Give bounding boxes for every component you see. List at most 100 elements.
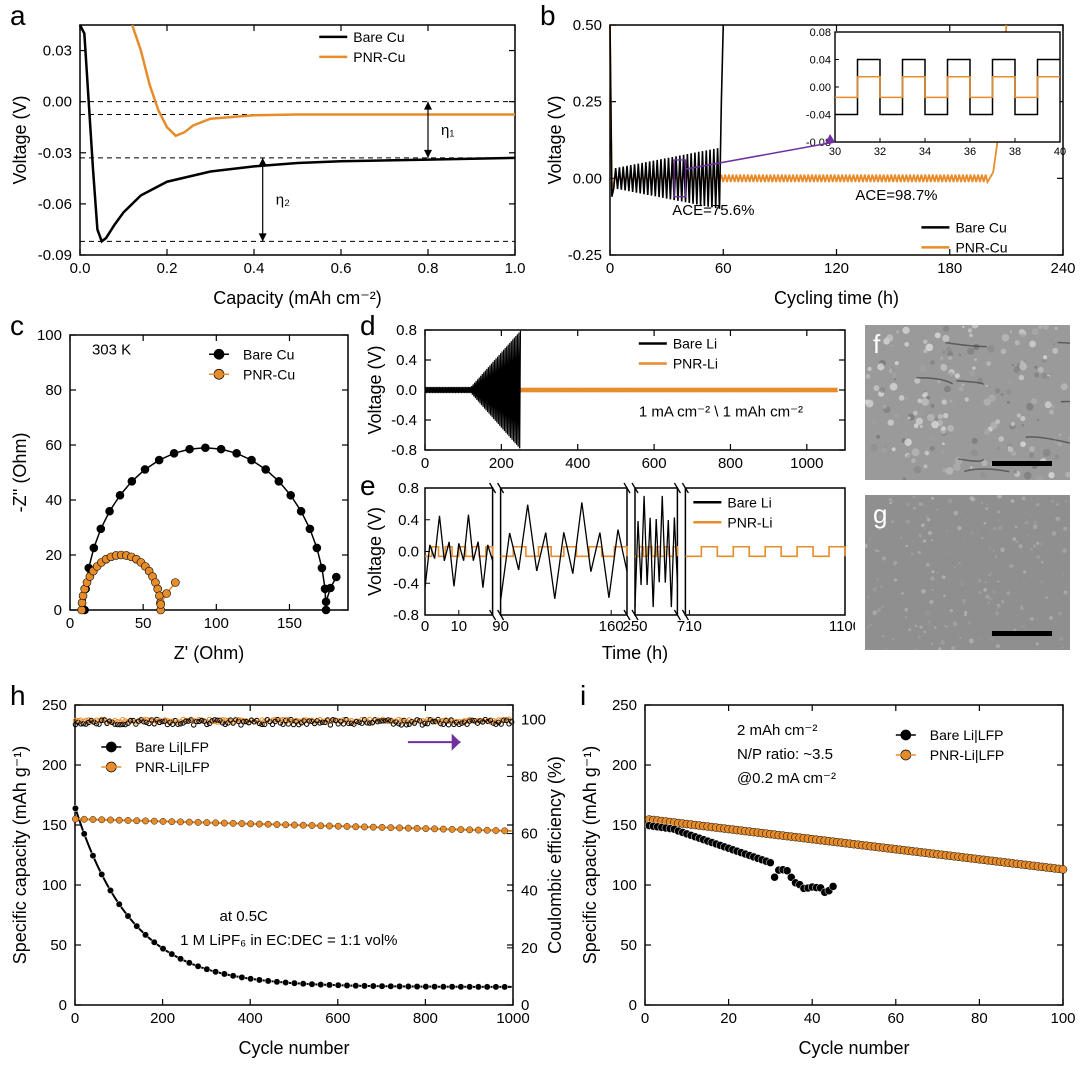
- svg-text:20: 20: [720, 1010, 737, 1027]
- panel-d: 02004006008001000-0.8-0.40.00.40.8Voltag…: [365, 320, 855, 480]
- svg-text:160: 160: [599, 618, 624, 635]
- svg-text:PNR-Li|LFP: PNR-Li|LFP: [135, 759, 209, 775]
- svg-text:1100: 1100: [829, 618, 855, 635]
- svg-text:0: 0: [606, 260, 614, 277]
- svg-text:40: 40: [521, 883, 538, 900]
- svg-text:-0.09: -0.09: [38, 247, 72, 264]
- svg-text:150: 150: [612, 817, 637, 834]
- svg-text:0.0: 0.0: [398, 544, 419, 561]
- svg-text:400: 400: [565, 455, 590, 472]
- label-h: h: [10, 680, 26, 712]
- svg-text:Cycle number: Cycle number: [798, 1038, 909, 1058]
- svg-text:-0.4: -0.4: [391, 412, 417, 429]
- label-d: d: [360, 310, 376, 342]
- svg-text:Z' (Ohm): Z' (Ohm): [174, 643, 244, 663]
- svg-text:Bare Li: Bare Li: [673, 336, 717, 352]
- svg-text:200: 200: [489, 455, 514, 472]
- svg-text:100: 100: [612, 877, 637, 894]
- svg-text:0.50: 0.50: [573, 17, 602, 34]
- svg-text:1.0: 1.0: [505, 260, 526, 277]
- svg-text:0.08: 0.08: [810, 27, 831, 39]
- svg-text:0: 0: [59, 997, 67, 1014]
- svg-text:η₂: η₂: [276, 192, 290, 209]
- svg-text:0.0: 0.0: [396, 382, 417, 399]
- svg-text:0.8: 0.8: [418, 260, 439, 277]
- svg-text:-0.06: -0.06: [38, 196, 72, 213]
- svg-text:Voltage (V): Voltage (V): [10, 95, 30, 184]
- svg-text:50: 50: [135, 615, 152, 632]
- label-i: i: [580, 680, 586, 712]
- svg-text:50: 50: [50, 937, 67, 954]
- svg-text:PNR-Li: PNR-Li: [727, 514, 772, 530]
- label-c: c: [10, 310, 24, 342]
- svg-text:180: 180: [937, 260, 962, 277]
- svg-text:1 mA cm⁻² \ 1 mAh cm⁻²: 1 mA cm⁻² \ 1 mAh cm⁻²: [639, 403, 803, 420]
- svg-text:20: 20: [521, 940, 538, 957]
- panel-h: 02004006008001000050100150200250Cycle nu…: [10, 690, 575, 1060]
- label-a: a: [10, 0, 26, 32]
- panel-e: 010901602507101100-0.8-0.40.00.40.8Time …: [365, 480, 855, 665]
- svg-text:Time (h): Time (h): [602, 643, 668, 663]
- svg-text:40: 40: [1054, 146, 1066, 158]
- label-f: f: [873, 329, 880, 360]
- svg-text:0: 0: [71, 1010, 79, 1027]
- svg-text:80: 80: [45, 382, 62, 399]
- svg-text:η₁: η₁: [441, 122, 454, 139]
- svg-text:32: 32: [874, 146, 886, 158]
- svg-text:120: 120: [824, 260, 849, 277]
- svg-text:2 mAh cm⁻²: 2 mAh cm⁻²: [737, 722, 817, 739]
- svg-text:90: 90: [492, 618, 509, 635]
- svg-text:ACE=98.7%: ACE=98.7%: [855, 187, 937, 204]
- svg-text:100: 100: [42, 877, 67, 894]
- label-g: g: [873, 499, 887, 530]
- svg-text:800: 800: [718, 455, 743, 472]
- panel-a: 0.00.20.40.60.81.0-0.09-0.06-0.030.000.0…: [10, 10, 530, 310]
- svg-text:100: 100: [521, 711, 546, 728]
- svg-text:-0.8: -0.8: [391, 442, 417, 459]
- svg-text:60: 60: [887, 1010, 904, 1027]
- svg-text:38: 38: [1009, 146, 1021, 158]
- svg-text:60: 60: [715, 260, 732, 277]
- svg-text:Specific capacity (mAh g⁻¹): Specific capacity (mAh g⁻¹): [10, 746, 30, 965]
- svg-text:-0.25: -0.25: [568, 247, 602, 264]
- svg-text:0.8: 0.8: [398, 480, 419, 497]
- svg-text:36: 36: [964, 146, 976, 158]
- svg-text:0.03: 0.03: [43, 43, 72, 60]
- svg-text:Cycle number: Cycle number: [238, 1038, 349, 1058]
- svg-text:Bare Li|LFP: Bare Li|LFP: [135, 739, 209, 755]
- svg-text:0.25: 0.25: [573, 94, 602, 111]
- svg-text:100: 100: [37, 327, 62, 344]
- svg-text:Cycling time (h): Cycling time (h): [774, 288, 899, 308]
- svg-text:50: 50: [620, 937, 637, 954]
- svg-text:200: 200: [42, 757, 67, 774]
- svg-text:PNR-Cu: PNR-Cu: [353, 49, 405, 65]
- svg-text:0: 0: [66, 615, 74, 632]
- svg-text:0.2: 0.2: [157, 260, 178, 277]
- svg-text:40: 40: [45, 492, 62, 509]
- svg-text:800: 800: [413, 1010, 438, 1027]
- panel-b: 0 60 120 180 240 -0.25 0.00 0.25 0.50 Cycling tim…: [545, 10, 1075, 310]
- svg-text:Coulombic efficiency (%): Coulombic efficiency (%): [545, 756, 565, 954]
- svg-text:Bare Cu: Bare Cu: [243, 346, 294, 362]
- svg-text:Bare Cu: Bare Cu: [955, 219, 1006, 235]
- svg-text:240: 240: [1050, 260, 1075, 277]
- svg-text:0: 0: [521, 997, 529, 1014]
- svg-text:600: 600: [325, 1010, 350, 1027]
- label-e: e: [360, 470, 376, 502]
- svg-text:0.4: 0.4: [396, 352, 417, 369]
- svg-text:Bare Cu: Bare Cu: [353, 29, 404, 45]
- svg-text:0.00: 0.00: [810, 82, 831, 94]
- svg-text:0: 0: [641, 1010, 649, 1027]
- svg-text:-0.4: -0.4: [393, 575, 419, 592]
- svg-text:Specific capacity (mAh g⁻¹): Specific capacity (mAh g⁻¹): [580, 746, 600, 965]
- svg-text:250: 250: [42, 697, 67, 714]
- svg-text:PNR-Cu: PNR-Cu: [243, 366, 295, 382]
- svg-text:20: 20: [45, 547, 62, 564]
- svg-text:Bare Li|LFP: Bare Li|LFP: [930, 727, 1004, 743]
- svg-text:60: 60: [521, 826, 538, 843]
- svg-text:710: 710: [677, 618, 702, 635]
- svg-text:Bare Li: Bare Li: [727, 494, 771, 510]
- svg-text:0.00: 0.00: [573, 170, 602, 187]
- svg-text:150: 150: [42, 817, 67, 834]
- svg-text:Voltage (V): Voltage (V): [545, 95, 565, 184]
